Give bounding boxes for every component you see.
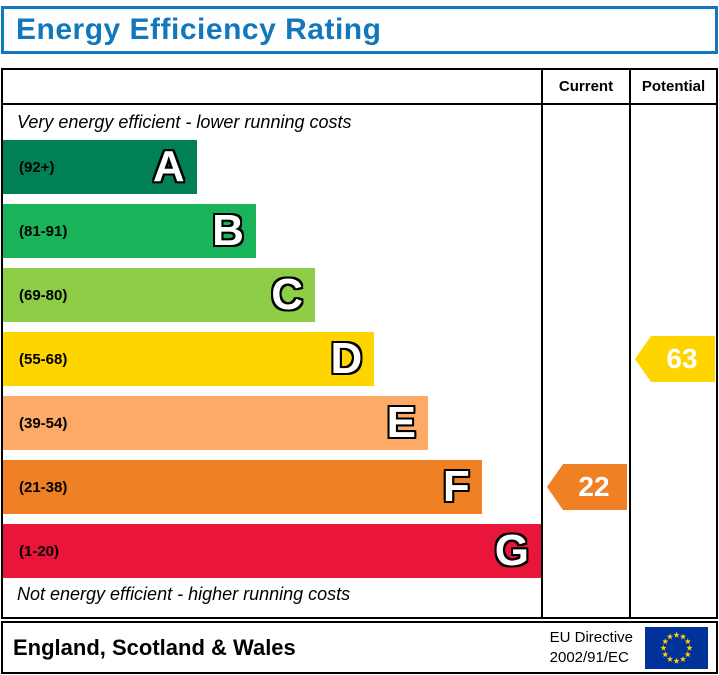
bottom-note: Not energy efficient - higher running co…	[17, 584, 351, 604]
band-bar-e: (39-54) E	[3, 396, 429, 450]
band-range-label: (81-91)	[19, 222, 68, 240]
band-row-g: (1-20) G	[3, 524, 541, 578]
band-row-c: (69-80) C	[3, 268, 541, 322]
footer-bar: England, Scotland & Wales EU Directive 2…	[1, 621, 718, 674]
band-range-label: (1-20)	[19, 542, 60, 560]
eu-directive-line2: 2002/91/EC	[549, 648, 629, 666]
band-bar-f: (21-38) F	[3, 460, 482, 514]
potential-column-header: Potential	[641, 78, 706, 95]
band-bar-c: (69-80) C	[3, 268, 316, 322]
band-bar-g: (1-20) G	[3, 524, 541, 578]
band-bar-d: (55-68) D	[3, 332, 375, 386]
potential-column-divider	[629, 70, 631, 617]
epc-chart: Current Potential Very energy efficient …	[1, 68, 718, 619]
band-letter: G	[494, 526, 529, 575]
eu-directive-label: EU Directive 2002/91/EC	[550, 628, 633, 667]
band-row-e: (39-54) E	[3, 396, 541, 450]
band-letter: D	[330, 334, 363, 383]
eu-directive-line1: EU Directive	[549, 629, 633, 646]
band-row-a: (92+) A	[3, 140, 541, 194]
bands: (92+) A (81-91) B (69-80) C (55-68) D (39-54) E (2…	[3, 140, 541, 588]
band-bar-b: (81-91) B	[3, 204, 256, 258]
band-range-label: (39-54)	[19, 414, 68, 432]
band-row-b: (81-91) B	[3, 204, 541, 258]
current-column-divider	[541, 70, 543, 617]
band-letter: F	[442, 462, 470, 511]
potential-rating-arrow: 63	[635, 336, 715, 382]
title-bar: Energy Efficiency Rating	[1, 6, 718, 54]
band-bar-a: (92+) A	[3, 140, 197, 194]
top-note: Very energy efficient - lower running co…	[17, 112, 352, 132]
eu-flag-icon	[645, 626, 708, 669]
header-divider	[3, 103, 716, 105]
band-range-label: (92+)	[19, 158, 55, 176]
current-rating-arrow: 22	[547, 464, 627, 510]
band-row-f: (21-38) F	[3, 460, 541, 514]
band-range-label: (21-38)	[19, 478, 68, 496]
band-letter: B	[212, 206, 244, 255]
band-letter: E	[386, 398, 417, 447]
page-title: Energy Efficiency Rating	[16, 13, 382, 46]
band-range-label: (55-68)	[19, 350, 68, 368]
band-letter: C	[271, 270, 304, 319]
band-range-label: (69-80)	[19, 286, 68, 304]
current-column-header: Current	[558, 78, 614, 95]
band-letter: A	[152, 142, 185, 191]
region-label: England, Scotland & Wales	[13, 634, 296, 660]
band-row-d: (55-68) D	[3, 332, 541, 386]
